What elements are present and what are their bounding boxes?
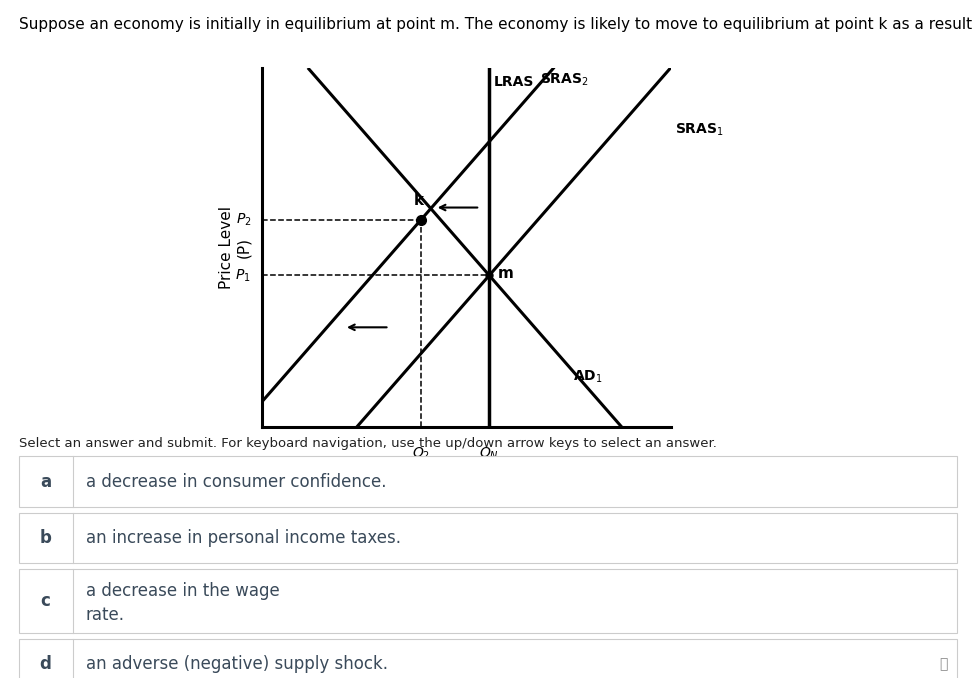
Text: b: b <box>40 529 52 547</box>
Text: m: m <box>498 266 513 281</box>
Text: Real GDP (Q): Real GDP (Q) <box>478 471 577 486</box>
Text: a decrease in consumer confidence.: a decrease in consumer confidence. <box>86 473 386 491</box>
Text: a decrease in the wage: a decrease in the wage <box>86 582 279 600</box>
Text: c: c <box>41 592 51 610</box>
Text: $Q_2$: $Q_2$ <box>412 445 431 462</box>
Text: k: k <box>414 193 424 207</box>
Text: LRAS: LRAS <box>494 75 535 89</box>
Text: AD$_1$: AD$_1$ <box>573 369 603 385</box>
Text: SRAS$_2$: SRAS$_2$ <box>540 71 589 87</box>
Text: Suppose an economy is initially in equilibrium at point m. The economy is likely: Suppose an economy is initially in equil… <box>19 17 972 32</box>
Text: ⤢: ⤢ <box>939 657 948 671</box>
Text: SRAS$_1$: SRAS$_1$ <box>676 122 724 138</box>
Text: d: d <box>40 655 52 673</box>
Text: Select an answer and submit. For keyboard navigation, use the up/down arrow keys: Select an answer and submit. For keyboar… <box>19 437 717 450</box>
Text: a: a <box>40 473 52 491</box>
Text: $Q_N$: $Q_N$ <box>479 445 500 462</box>
Text: $P_2$: $P_2$ <box>235 212 251 228</box>
Text: an adverse (negative) supply shock.: an adverse (negative) supply shock. <box>86 655 388 673</box>
Text: $P_1$: $P_1$ <box>235 267 251 283</box>
Text: an increase in personal income taxes.: an increase in personal income taxes. <box>86 529 400 547</box>
Text: rate.: rate. <box>86 605 124 624</box>
Y-axis label: Price Level
(P): Price Level (P) <box>219 206 252 289</box>
